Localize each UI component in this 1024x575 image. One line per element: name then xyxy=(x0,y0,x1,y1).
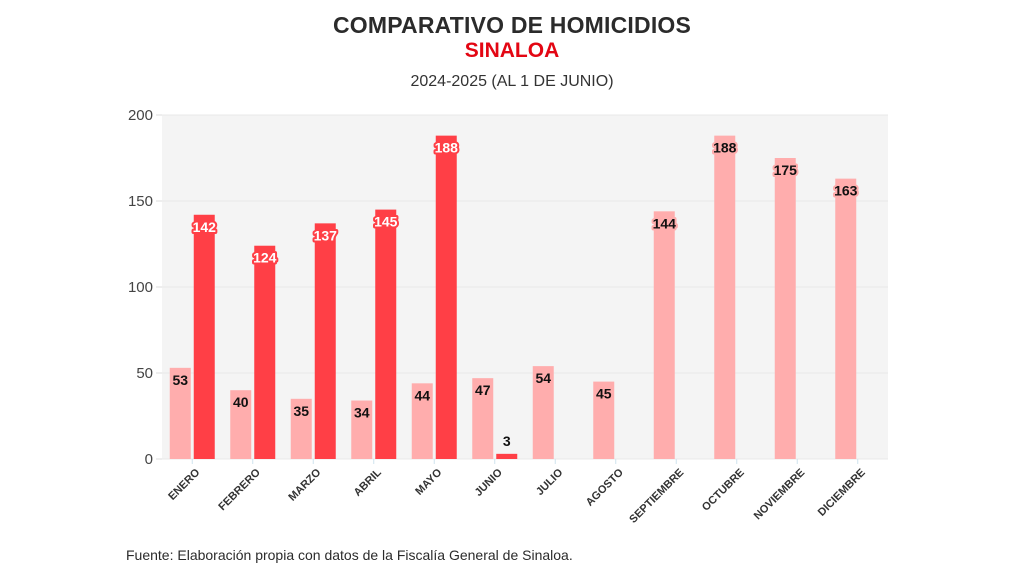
bar-2025-marzo xyxy=(314,223,336,459)
bars xyxy=(169,135,857,459)
data-label-halo: 53 xyxy=(172,372,188,388)
x-tick-label-mayo: MAYO xyxy=(413,466,444,497)
bar-2024-marzo xyxy=(290,398,312,459)
data-label-2024-septiembre: 144 xyxy=(653,215,677,231)
gridlines xyxy=(162,114,888,460)
chart-title: COMPARATIVO DE HOMICIDIOS xyxy=(332,12,692,38)
bar-2024-abril xyxy=(351,400,373,459)
data-label-halo: 188 xyxy=(435,140,459,156)
data-label-2024-noviembre: 175 xyxy=(774,162,798,178)
bar-2025-mayo xyxy=(435,135,457,459)
bar-2025-abril xyxy=(375,209,397,459)
x-tick-label-diciembre: DICIEMBRE xyxy=(816,467,868,519)
data-label-2025-mayo: 188 xyxy=(435,140,459,156)
y-tick-label: 100 xyxy=(128,279,153,296)
data-label-halo: 34 xyxy=(354,405,370,421)
bar-2024-octubre xyxy=(714,135,736,459)
data-label-halo: 47 xyxy=(475,382,491,398)
data-label-2024-febrero: 40 xyxy=(233,394,249,410)
data-label-halo: 40 xyxy=(233,394,249,410)
bar-2024-febrero xyxy=(230,390,252,459)
data-label-halo: 142 xyxy=(193,219,217,235)
data-label-halo: 145 xyxy=(374,214,398,230)
data-label-2024-agosto: 45 xyxy=(596,386,612,402)
bar-2025-enero xyxy=(193,214,215,459)
x-tick-label-abril: ABRIL xyxy=(352,466,384,498)
data-label-halo: 35 xyxy=(293,403,309,419)
y-tick-label: 0 xyxy=(145,451,153,468)
data-label-2025-junio: 3 xyxy=(503,433,511,449)
bar-2024-septiembre xyxy=(653,211,675,459)
bar-2025-junio xyxy=(496,453,518,459)
x-tick-label-julio: JULIO xyxy=(534,466,566,498)
data-label-2024-enero: 53 xyxy=(172,372,188,388)
data-label-2024-mayo: 44 xyxy=(414,387,430,403)
bar-2024-diciembre xyxy=(835,178,857,459)
data-label-2024-abril: 34 xyxy=(354,405,370,421)
bar-2024-enero xyxy=(169,367,191,459)
data-label-2025-enero: 142 xyxy=(193,219,217,235)
data-label-2024-diciembre: 163 xyxy=(834,183,858,199)
bar-2024-agosto xyxy=(593,381,615,459)
data-label-2025-febrero: 124 xyxy=(253,250,277,266)
x-tick-label-septiembre: SEPTIEMBRE xyxy=(627,467,686,526)
x-tick-label-octubre: OCTUBRE xyxy=(700,467,747,514)
data-label-halo: 137 xyxy=(314,227,338,243)
bar-2024-junio xyxy=(472,378,494,459)
data-label-halo: 188 xyxy=(713,140,737,156)
data-label-halo: 175 xyxy=(774,162,798,178)
y-tick-label: 150 xyxy=(128,193,153,210)
data-label-2024-octubre: 188 xyxy=(713,140,737,156)
data-label-halo: 54 xyxy=(535,370,551,386)
data-label-halo: 144 xyxy=(653,215,677,231)
data-label-2024-marzo: 35 xyxy=(293,403,309,419)
bar-2024-julio xyxy=(532,366,554,459)
x-tick-label-noviembre: NOVIEMBRE xyxy=(752,467,808,523)
source-note: Fuente: Elaboración propia con datos de … xyxy=(126,547,573,563)
x-tick-label-febrero: FEBRERO xyxy=(216,466,263,513)
y-tick-label: 200 xyxy=(128,107,153,124)
data-label-halo: 45 xyxy=(596,386,612,402)
x-tick-label-enero: ENERO xyxy=(166,466,202,502)
data-label-2025-marzo: 137 xyxy=(314,227,338,243)
data-label-2025-abril: 145 xyxy=(374,214,398,230)
bar-2024-noviembre xyxy=(774,158,796,459)
data-label-halo: 44 xyxy=(414,387,430,403)
y-tick-label: 50 xyxy=(136,365,153,382)
data-label-2024-junio: 47 xyxy=(475,382,491,398)
x-tick-label-marzo: MARZO xyxy=(286,466,323,503)
x-tick-label-junio: JUNIO xyxy=(473,466,506,499)
y-axis: 0 50 100 150 200 xyxy=(128,107,162,468)
chart-region-subtitle: SINALOA xyxy=(464,39,560,62)
chart-period-subtitle: 2024-2025 (AL 1 DE JUNIO) xyxy=(410,73,614,90)
bar-2024-mayo xyxy=(411,383,433,459)
data-label-2024-julio: 54 xyxy=(535,370,551,386)
data-label-halo: 124 xyxy=(253,250,277,266)
data-labels: 5353142142404012412435351371373434145145… xyxy=(170,138,859,449)
x-tick-label-agosto: AGOSTO xyxy=(584,466,626,508)
bar-2025-febrero xyxy=(254,245,276,459)
data-label-halo: 163 xyxy=(834,183,858,199)
x-axis: ENERO FEBRERO MARZO ABRIL MAYO JUNIO JULIO AGOS… xyxy=(166,459,868,526)
